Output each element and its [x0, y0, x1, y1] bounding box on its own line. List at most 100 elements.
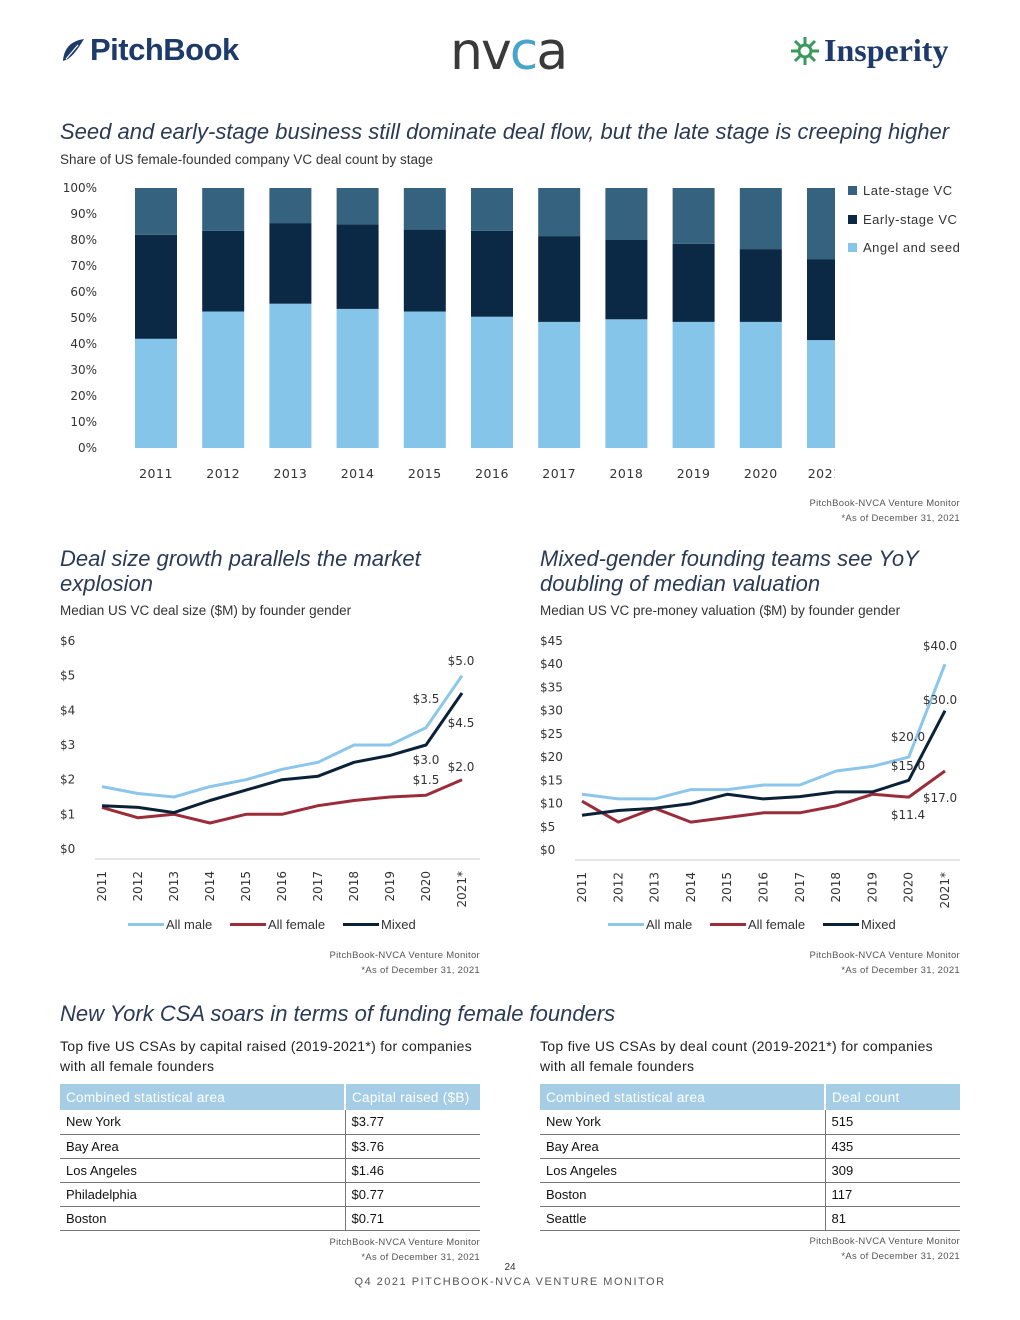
table-cell: Bay Area	[60, 1134, 346, 1159]
table-cell: $3.76	[345, 1134, 480, 1159]
table-row: Los Angeles $1.46	[60, 1158, 480, 1183]
x-tick-label: 2015	[239, 871, 253, 902]
x-tick-label: 2021*	[808, 466, 835, 481]
table-row: Seattle 81	[540, 1206, 960, 1231]
y-tick-label: $15	[540, 773, 563, 787]
table-cell: 309	[825, 1158, 960, 1183]
table-header-cell: Combined statistical area	[540, 1084, 826, 1110]
bar-late-stage-vc-2020	[739, 188, 782, 250]
y-tick-label: $20	[540, 750, 563, 764]
y-tick-label: $0	[60, 842, 75, 856]
x-tick-label: 2019	[383, 871, 397, 902]
y-tick-label: $10	[540, 797, 563, 811]
bar-early-stage-vc-2018	[605, 240, 648, 320]
left-source-text: PitchBook-NVCA Venture Monitor	[329, 950, 480, 961]
series-line-all-female	[101, 778, 463, 825]
pitchbook-logo-text: PitchBook	[90, 32, 239, 67]
left-table-caption-line1: Top five US CSAs by capital raised (2019…	[60, 1038, 473, 1054]
x-tick-label: 2018	[347, 871, 361, 902]
table-cell: $1.46	[345, 1158, 480, 1183]
table-row: Boston 117	[540, 1182, 960, 1207]
y-tick-label: $5	[60, 669, 75, 683]
table-row: Boston $0.71	[60, 1206, 480, 1231]
table-header-row: Combined statistical area Deal count	[540, 1084, 960, 1110]
right-chart-subtitle: Median US VC pre-money valuation ($M) by…	[540, 603, 901, 618]
right-chart-title-line1: Mixed-gender founding teams see YoY	[540, 546, 919, 571]
left-legend-mixed: Mixed	[343, 917, 416, 932]
x-tick-label: 2012	[206, 466, 240, 481]
data-label: $1.5	[413, 773, 440, 787]
deal-size-line-chart: $0 $1 $2 $3 $4 $5 $6 2011 2012 2013 2014 2015 2016 20…	[60, 634, 480, 908]
bar-angel-and-seed-2013	[269, 303, 312, 448]
table-header-row: Combined statistical area Capital raised…	[60, 1084, 480, 1110]
legend-angel-swatch	[848, 243, 857, 252]
y-tick-label: 30%	[70, 363, 97, 377]
legend-late-swatch	[848, 186, 857, 195]
left-legend-female-line	[230, 923, 266, 926]
pitchbook-logo: PitchBook	[60, 32, 239, 68]
x-tick-label: 2019	[865, 872, 879, 903]
right-legend-male-line	[608, 923, 644, 926]
left-table-caption: Top five US CSAs by capital raised (2019…	[60, 1036, 472, 1076]
x-tick-label: 2020	[902, 872, 916, 903]
insperity-emblem-icon	[791, 36, 819, 65]
right-table-caption-line1: Top five US CSAs by deal count (2019-202…	[540, 1038, 933, 1054]
y-tick-label: $4	[60, 703, 75, 717]
nvca-logo-text-b: c	[509, 22, 539, 82]
bar-early-stage-vc-2017	[538, 236, 581, 322]
left-chart-subtitle: Median US VC deal size ($M) by founder g…	[60, 603, 352, 618]
capital-raised-table: Combined statistical area Capital raised…	[60, 1084, 480, 1231]
right-table-caption-line2: with all female founders	[540, 1058, 695, 1074]
x-tick-label: 2016	[475, 466, 509, 481]
bar-angel-and-seed-2019	[672, 321, 715, 448]
deal-count-table: Combined statistical area Deal count New…	[540, 1084, 960, 1231]
x-tick-label: 2011	[139, 466, 173, 481]
top-chart-title: Seed and early-stage business still domi…	[60, 119, 950, 144]
data-label: $4.5	[448, 716, 475, 730]
right-source-text: PitchBook-NVCA Venture Monitor	[809, 950, 960, 961]
bar-early-stage-vc-2020	[739, 249, 782, 322]
x-tick-label: 2014	[203, 871, 217, 902]
left-legend-male-line	[128, 923, 164, 926]
bar-late-stage-vc-2013	[269, 188, 312, 224]
table-row: Los Angeles 309	[540, 1158, 960, 1183]
x-tick-label: 2020	[744, 466, 778, 481]
table-header-cell: Combined statistical area	[60, 1084, 346, 1110]
page-number: 24	[504, 1262, 516, 1273]
table-cell: Seattle	[540, 1206, 826, 1231]
right-legend-male-label: All male	[646, 917, 693, 932]
table-cell: Bay Area	[540, 1134, 826, 1159]
bar-angel-and-seed-2020	[739, 321, 782, 448]
table-cell: 435	[825, 1134, 960, 1159]
table-cell: $3.77	[345, 1110, 480, 1135]
top-source-note: *As of December 31, 2021	[841, 513, 960, 524]
x-tick-label: 2017	[793, 872, 807, 903]
series-line-mixed	[101, 692, 464, 815]
table-row: New York 515	[540, 1110, 960, 1135]
left-source: PitchBook-NVCA Venture Monitor *As of De…	[180, 948, 480, 978]
left-chart-title-line1: Deal size growth parallels the market	[60, 546, 421, 571]
bar-angel-and-seed-2016	[471, 316, 513, 448]
right-legend-female: All female	[710, 917, 805, 932]
x-tick-label: 2014	[684, 872, 698, 903]
x-tick-label: 2016	[275, 871, 289, 902]
table-cell: Boston	[60, 1206, 346, 1231]
table-cell: 81	[825, 1206, 960, 1231]
y-tick-label: $35	[540, 680, 563, 694]
data-label: $40.0	[923, 639, 957, 653]
y-tick-label: $0	[540, 843, 555, 857]
valuation-line-chart: $0 $5 $10 $15 $20 $25 $30 $35 $40 $45 2011 2012 2013…	[540, 634, 960, 909]
series-line-mixed	[581, 710, 947, 817]
data-label: $17.0	[923, 791, 957, 805]
top-source: PitchBook-NVCA Venture Monitor *As of De…	[660, 496, 960, 526]
bar-late-stage-vc-2019	[672, 188, 715, 244]
legend-angel-label: Angel and seed	[863, 240, 961, 255]
left-legend-female: All female	[230, 917, 325, 932]
x-tick-label: 2014	[341, 466, 375, 481]
y-tick-label: $6	[60, 634, 75, 648]
right-chart-title-line2: doubling of median valuation	[540, 571, 821, 596]
y-tick-label: 40%	[70, 337, 97, 351]
bar-angel-and-seed-2012	[202, 311, 245, 448]
right-table-source: PitchBook-NVCA Venture Monitor *As of De…	[660, 1234, 960, 1264]
data-label: $20.0	[891, 730, 925, 744]
